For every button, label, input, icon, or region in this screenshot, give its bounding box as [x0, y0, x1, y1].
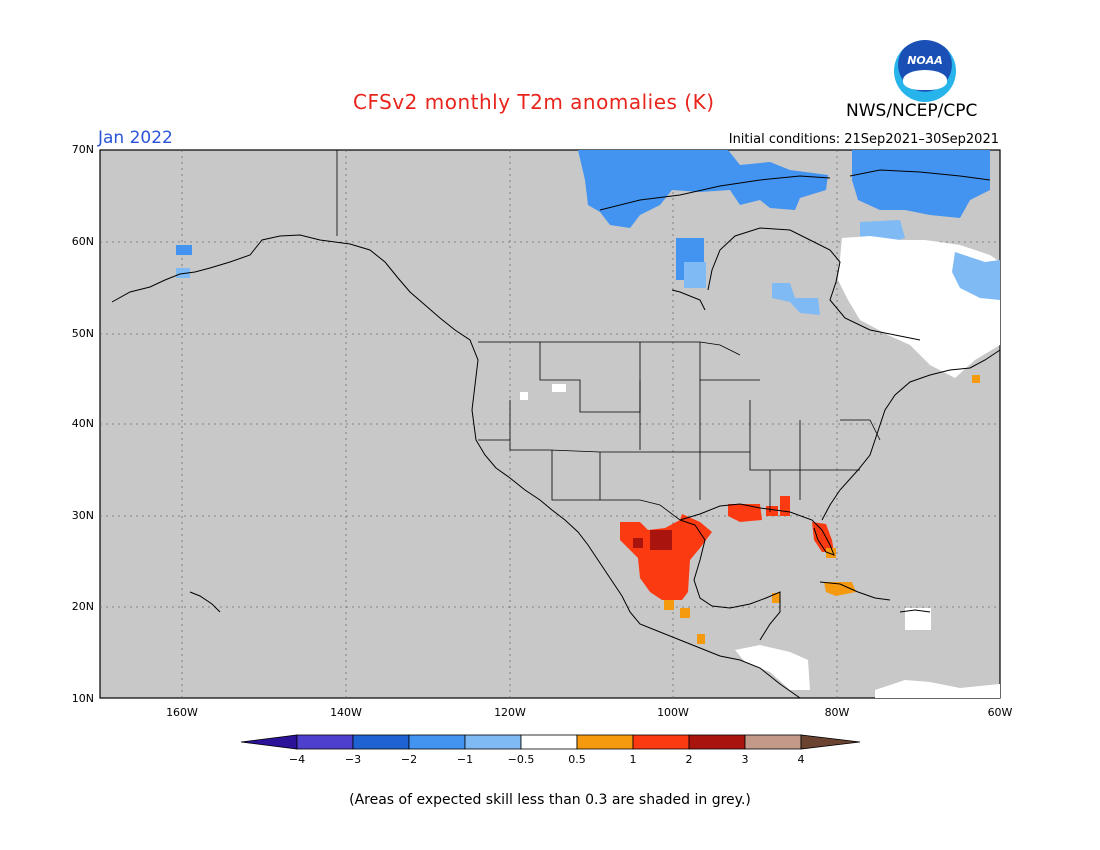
colorbar-swatch — [744, 734, 802, 750]
anomaly-region-caribbean-white — [875, 680, 1000, 698]
anomaly-region-hudson-lightblue — [684, 262, 706, 288]
lon-label: 100W — [657, 706, 689, 719]
anomaly-region-west-white — [552, 384, 566, 392]
lat-label: 60N — [71, 235, 94, 248]
lon-label: 140W — [330, 706, 362, 719]
skill-note: (Areas of expected skill less than 0.3 a… — [349, 792, 751, 808]
political-borders — [336, 150, 881, 521]
noaa-logo-text: NOAA — [907, 54, 943, 67]
colorbar-swatch — [464, 734, 522, 750]
agency-label: NWS/NCEP/CPC — [846, 101, 978, 121]
lon-label: 120W — [494, 706, 526, 719]
colorbar-swatch — [296, 734, 354, 750]
anomaly-region-gulf-coast-red — [728, 504, 762, 522]
anomaly-region-northeast-arctic-blue — [852, 150, 990, 218]
colorbar-swatch — [520, 734, 578, 750]
anomaly-region-west-white-2 — [520, 392, 528, 400]
anomaly-region-yucatan-orange — [772, 593, 780, 603]
colorbar-tick-label: 4 — [797, 753, 805, 766]
anomaly-region-florida-orange — [826, 548, 836, 558]
colorbar-swatch — [352, 734, 410, 750]
lat-label: 20N — [71, 600, 94, 613]
anomaly-region-antilles-white — [905, 608, 931, 630]
colorbar-swatch — [408, 734, 466, 750]
initial-conditions: Initial conditions: 21Sep2021–30Sep2021 — [728, 132, 999, 147]
colorbar-tick-label: 1 — [629, 753, 637, 766]
anomaly-region-florida-red — [812, 522, 834, 552]
anomaly-region-mexico-darkred — [650, 530, 672, 550]
colorbar-tick-label: 0.5 — [568, 753, 586, 766]
anomaly-region-alaska-lightblue-2 — [176, 268, 190, 278]
lon-label: 80W — [824, 706, 850, 719]
anomaly-region-panhandle-red — [766, 506, 778, 516]
lon-label: 60W — [987, 706, 1013, 719]
anomaly-region-ontario-lightblue — [772, 283, 820, 315]
anomaly-region-nova-scotia-orange — [972, 375, 980, 383]
anomaly-region-mexico-orange-3 — [697, 634, 705, 644]
anomaly-region-mexico-darkred-2 — [633, 538, 643, 548]
lat-label: 10N — [71, 692, 94, 705]
colorbar-swatch — [632, 734, 690, 750]
chart-title: CFSv2 monthly T2m anomalies (K) — [353, 90, 715, 114]
anomaly-region-central-america-white — [735, 645, 810, 690]
anomaly-region-cuba-orange — [824, 582, 856, 596]
colorbar-tick-label: 2 — [685, 753, 693, 766]
colorbar-swatch — [688, 734, 746, 750]
colorbar-tick-label: −2 — [400, 753, 418, 766]
colorbar-arrow-low — [240, 734, 298, 750]
colorbar-arrow-high — [800, 734, 861, 750]
lat-label: 30N — [71, 509, 94, 522]
noaa-logo-bird — [903, 70, 947, 90]
lat-label: 70N — [71, 143, 94, 156]
anomaly-region-mexico-orange-2 — [680, 608, 690, 618]
coastlines — [111, 169, 1001, 699]
anomaly-region-alabama-red — [780, 496, 790, 516]
anomaly-shading — [176, 150, 1000, 698]
lat-label: 50N — [71, 327, 94, 340]
anomaly-region-arctic-blue — [578, 150, 828, 228]
colorbar-tick-label: 3 — [741, 753, 749, 766]
colorbar-tick-label: −4 — [288, 753, 306, 766]
anomaly-region-alaska-lightblue — [176, 245, 192, 255]
anomaly-region-labrador-lightblue — [952, 252, 1000, 300]
colorbar-tick-label: −0.5 — [507, 753, 535, 766]
forecast-month: Jan 2022 — [98, 128, 173, 148]
colorbar-tick-label: −1 — [456, 753, 474, 766]
colorbar — [240, 734, 861, 750]
lon-label: 160W — [166, 706, 198, 719]
noaa-logo: NOAA — [894, 40, 956, 102]
colorbar-swatch — [576, 734, 634, 750]
anomaly-region-mexico-orange — [664, 600, 674, 610]
colorbar-tick-label: −3 — [344, 753, 362, 766]
lat-label: 40N — [71, 417, 94, 430]
anomaly-region-mexico-texas-red — [620, 514, 712, 600]
